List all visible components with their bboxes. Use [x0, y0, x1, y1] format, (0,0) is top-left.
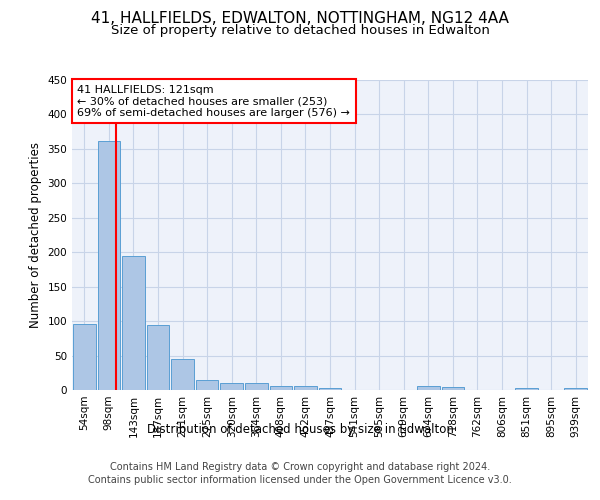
Bar [73, 324, 95, 390]
Bar [269, 386, 292, 390]
Y-axis label: Number of detached properties: Number of detached properties [29, 142, 42, 328]
Bar [98, 140, 120, 390]
Bar [171, 359, 194, 390]
Bar [122, 256, 145, 390]
Text: Contains HM Land Registry data © Crown copyright and database right 2024.: Contains HM Land Registry data © Crown c… [110, 462, 490, 472]
Bar [245, 383, 268, 390]
Bar [515, 388, 538, 390]
Bar [442, 386, 464, 390]
Text: 41 HALLFIELDS: 121sqm
← 30% of detached houses are smaller (253)
69% of semi-det: 41 HALLFIELDS: 121sqm ← 30% of detached … [77, 84, 350, 118]
Bar [565, 388, 587, 390]
Text: Distribution of detached houses by size in Edwalton: Distribution of detached houses by size … [146, 422, 454, 436]
Bar [417, 386, 440, 390]
Bar [146, 324, 169, 390]
Bar [220, 383, 243, 390]
Bar [196, 380, 218, 390]
Text: 41, HALLFIELDS, EDWALTON, NOTTINGHAM, NG12 4AA: 41, HALLFIELDS, EDWALTON, NOTTINGHAM, NG… [91, 11, 509, 26]
Bar [294, 386, 317, 390]
Bar [319, 388, 341, 390]
Text: Size of property relative to detached houses in Edwalton: Size of property relative to detached ho… [110, 24, 490, 37]
Text: Contains public sector information licensed under the Open Government Licence v3: Contains public sector information licen… [88, 475, 512, 485]
